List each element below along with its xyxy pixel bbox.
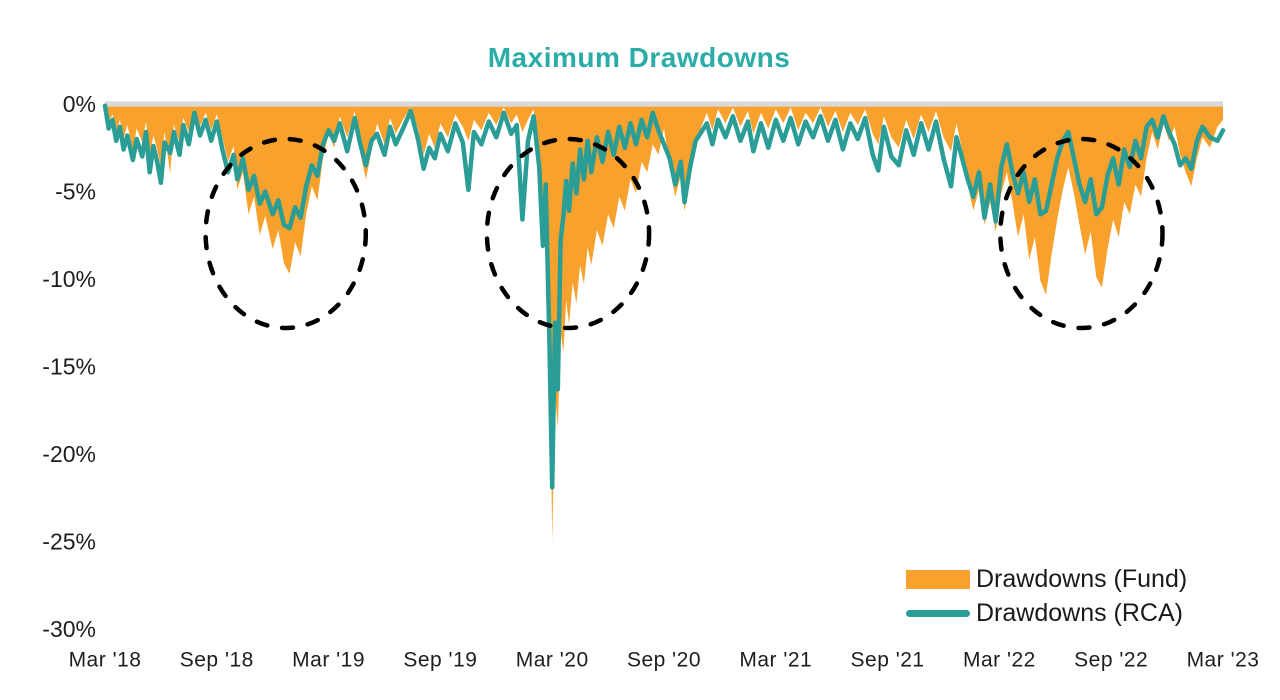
- x-axis-tick-label: Sep '20: [627, 649, 701, 672]
- y-axis-tick-label: 0%: [63, 91, 96, 117]
- legend-item-rca: Drawdowns (RCA): [906, 598, 1187, 628]
- fund-area-swatch: [906, 569, 970, 589]
- annotation-ellipse: [484, 136, 652, 331]
- x-axis-tick-label: Mar '23: [1187, 649, 1260, 672]
- y-axis-tick-label: -15%: [42, 354, 96, 380]
- y-axis-tick-label: -30%: [42, 616, 96, 642]
- y-axis-tick-label: -20%: [42, 441, 96, 467]
- x-axis-tick-label: Mar '19: [292, 649, 365, 672]
- rca-line: [102, 103, 1226, 490]
- x-axis-tick-label: Sep '19: [403, 649, 477, 672]
- legend-label-rca: Drawdowns (RCA): [976, 598, 1183, 627]
- legend-item-fund: Drawdowns (Fund): [906, 564, 1187, 594]
- annotation-ellipse: [998, 136, 1165, 331]
- x-axis-tick-label: Mar '18: [69, 649, 142, 672]
- x-axis-tick-label: Sep '22: [1074, 649, 1148, 672]
- annotation-ellipse: [203, 136, 369, 331]
- x-axis-tick-label: Mar '20: [516, 649, 589, 672]
- zero-line: [105, 101, 1223, 107]
- x-axis-tick-label: Mar '22: [963, 649, 1036, 672]
- x-axis-tick-label: Sep '18: [180, 649, 254, 672]
- x-axis-tick-label: Sep '21: [851, 649, 925, 672]
- y-axis-tick-label: -5%: [55, 179, 96, 205]
- chart-title: Maximum Drawdowns: [487, 42, 791, 73]
- y-axis-tick-label: -25%: [42, 529, 96, 555]
- y-axis-tick-label: -10%: [42, 266, 96, 292]
- rca-line-swatch: [906, 609, 970, 617]
- chart-legend: Drawdowns (Fund) Drawdowns (RCA): [906, 564, 1187, 628]
- x-axis-tick-label: Mar '21: [739, 649, 812, 672]
- legend-label-fund: Drawdowns (Fund): [976, 564, 1188, 593]
